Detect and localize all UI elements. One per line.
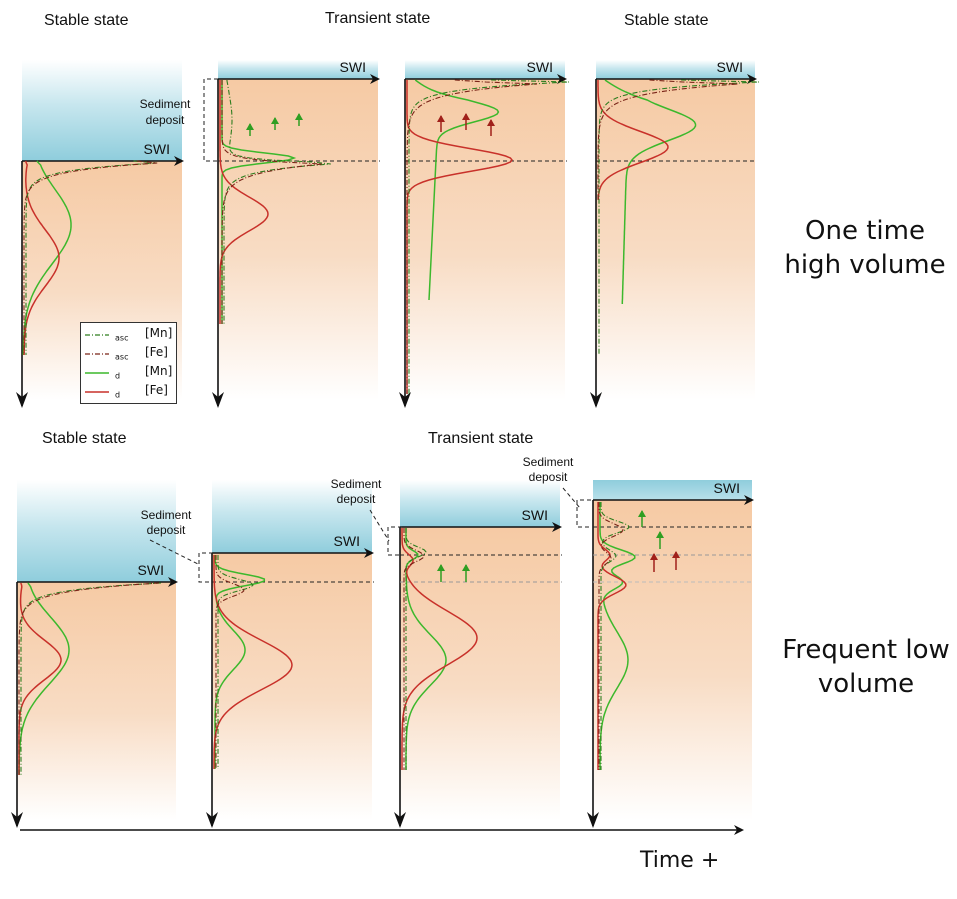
- bottom-panel-2-water: [212, 480, 372, 553]
- top-sediment-word-1: Sediment: [140, 97, 191, 111]
- top-sediment-deposit-label: Sediment deposit: [140, 97, 191, 127]
- top-p2-deposit-bracket: [203, 78, 218, 162]
- legend-label-fe-d: [Fe]: [145, 383, 168, 397]
- bottom-p3-fe-d: [401, 528, 478, 770]
- top-p4-mn-d: [604, 79, 697, 304]
- bottom-p4-mn-asc: [600, 502, 630, 770]
- legend-swatch-fe-asc: [85, 353, 109, 355]
- label-frequent-low-volume: Frequent low volume: [782, 635, 950, 699]
- bottom-panel-2-sediment: [212, 553, 372, 820]
- bottom-p4-fe-asc: [598, 502, 624, 770]
- bottom-p2-deposit-bracket: [198, 552, 213, 583]
- top-panel-3-water: [405, 60, 565, 79]
- title-bottom-transient: Transient state: [428, 430, 534, 447]
- bottom-p3-sediment-deposit-label-word-1: Sediment: [331, 477, 382, 491]
- top-p1-fe-asc: [23, 160, 158, 355]
- top-panel-4-sediment: [596, 79, 755, 400]
- bottom-panel-4-water: [593, 480, 752, 500]
- top-panel-2-swi-label: SWI: [340, 59, 366, 75]
- legend-sub-mn-d: d: [115, 371, 121, 381]
- top-p3-fe-asc: [406, 79, 538, 394]
- legend-label-fe-asc: [Fe]: [145, 345, 168, 359]
- top-p4-fe-asc: [597, 79, 739, 200]
- bottom-p4-sediment-deposit-label-word-1: Sediment: [523, 455, 574, 469]
- top-panel-2-water: [218, 60, 378, 79]
- bottom-panel-3-swi-label: SWI: [522, 507, 548, 523]
- bottom-p3-sediment-deposit-label-word-2: deposit: [337, 492, 376, 506]
- legend-swatch-mn-asc: [85, 334, 109, 336]
- bottom-p4-mn-d: [599, 502, 636, 770]
- bottom-panel-3-water: [400, 480, 560, 527]
- bottom-panel-3-sediment: [400, 527, 560, 820]
- bottom-p3-sediment-deposit-label: Sediment deposit: [331, 477, 382, 506]
- bottom-p1-mn-d: [18, 582, 70, 775]
- title-top-stable-left: Stable state: [44, 12, 129, 29]
- bottom-p2-sediment-deposit-label: Sediment deposit: [141, 508, 192, 537]
- bottom-p2-sediment-deposit-label-word-2: deposit: [147, 523, 186, 537]
- bottom-panel-2-swi-label: SWI: [334, 533, 360, 549]
- top-p2-fe-d: [219, 80, 269, 324]
- bottom-p4-leader: [562, 487, 581, 509]
- top-panel-1-water: [22, 60, 182, 161]
- bottom-panel-1-water: [17, 480, 176, 582]
- label-one-time-high-volume: One time high volume: [784, 216, 946, 280]
- top-sediment-word-2: deposit: [146, 113, 185, 127]
- bottom-p1-mn-asc: [20, 582, 162, 775]
- bottom-p3-leader: [369, 509, 390, 542]
- top-p1-mn-d: [22, 160, 72, 355]
- bottom-p4-fe-d: [597, 502, 627, 770]
- top-p4-fe-d: [597, 80, 669, 201]
- legend-item-fe-d: [Fe] d: [85, 383, 175, 401]
- bottom-p3-deposit-bracket: [387, 526, 402, 556]
- legend-item-mn-asc: [Mn] asc: [85, 326, 175, 344]
- top-p3-mn-asc: [408, 79, 570, 394]
- legend-sub-fe-d: d: [115, 390, 121, 400]
- top-p2-fe-asc: [221, 80, 323, 324]
- legend-item-mn-d: [Mn] d: [85, 364, 175, 382]
- top-panel-1-swi-label: SWI: [144, 141, 170, 157]
- legend: [Mn] asc [Fe] asc [Mn] d [Fe] d: [80, 322, 177, 404]
- time-axis-label: Time +: [640, 848, 720, 873]
- bottom-p2-leader: [149, 539, 201, 566]
- top-panel-3-sediment: [405, 79, 565, 400]
- bottom-p2-sediment-deposit-label-word-1: Sediment: [141, 508, 192, 522]
- title-top-stable-right: Stable state: [624, 12, 709, 29]
- legend-label-mn-d: [Mn]: [145, 364, 173, 378]
- bottom-panel-1-swi-label: SWI: [138, 562, 164, 578]
- bottom-p1-fe-asc: [18, 582, 160, 775]
- title-bottom-stable: Stable state: [42, 430, 127, 447]
- top-panel-3-swi-label: SWI: [527, 59, 553, 75]
- bottom-panel-1-sediment: [17, 582, 176, 820]
- top-p2-mn-asc: [223, 79, 331, 324]
- legend-item-fe-asc: [Fe] asc: [85, 345, 175, 363]
- top-p3-mn-d: [414, 79, 500, 301]
- bottom-panel-4-swi-label: SWI: [714, 480, 740, 496]
- bottom-p4-deposit-bracket: [576, 499, 591, 528]
- legend-sub-fe-asc: asc: [115, 352, 129, 362]
- legend-swatch-mn-d: [85, 372, 109, 374]
- top-p1-fe-d: [23, 160, 60, 355]
- top-panel-4-swi-label: SWI: [717, 59, 743, 75]
- legend-label-mn-asc: [Mn]: [145, 326, 173, 340]
- bottom-p2-fe-asc: [215, 555, 245, 769]
- bottom-p3-fe-asc: [403, 528, 425, 770]
- title-top-transient: Transient state: [325, 10, 431, 27]
- top-panel-4-water: [596, 60, 755, 79]
- top-panel-2-sediment: [218, 79, 378, 400]
- bottom-p2-mn-asc: [217, 555, 254, 769]
- bottom-p4-sediment-deposit-label: Sediment deposit: [523, 455, 574, 484]
- legend-swatch-fe-d: [85, 391, 109, 393]
- bottom-p4-sediment-deposit-label-word-2: deposit: [529, 470, 568, 484]
- legend-sub-mn-asc: asc: [115, 333, 129, 343]
